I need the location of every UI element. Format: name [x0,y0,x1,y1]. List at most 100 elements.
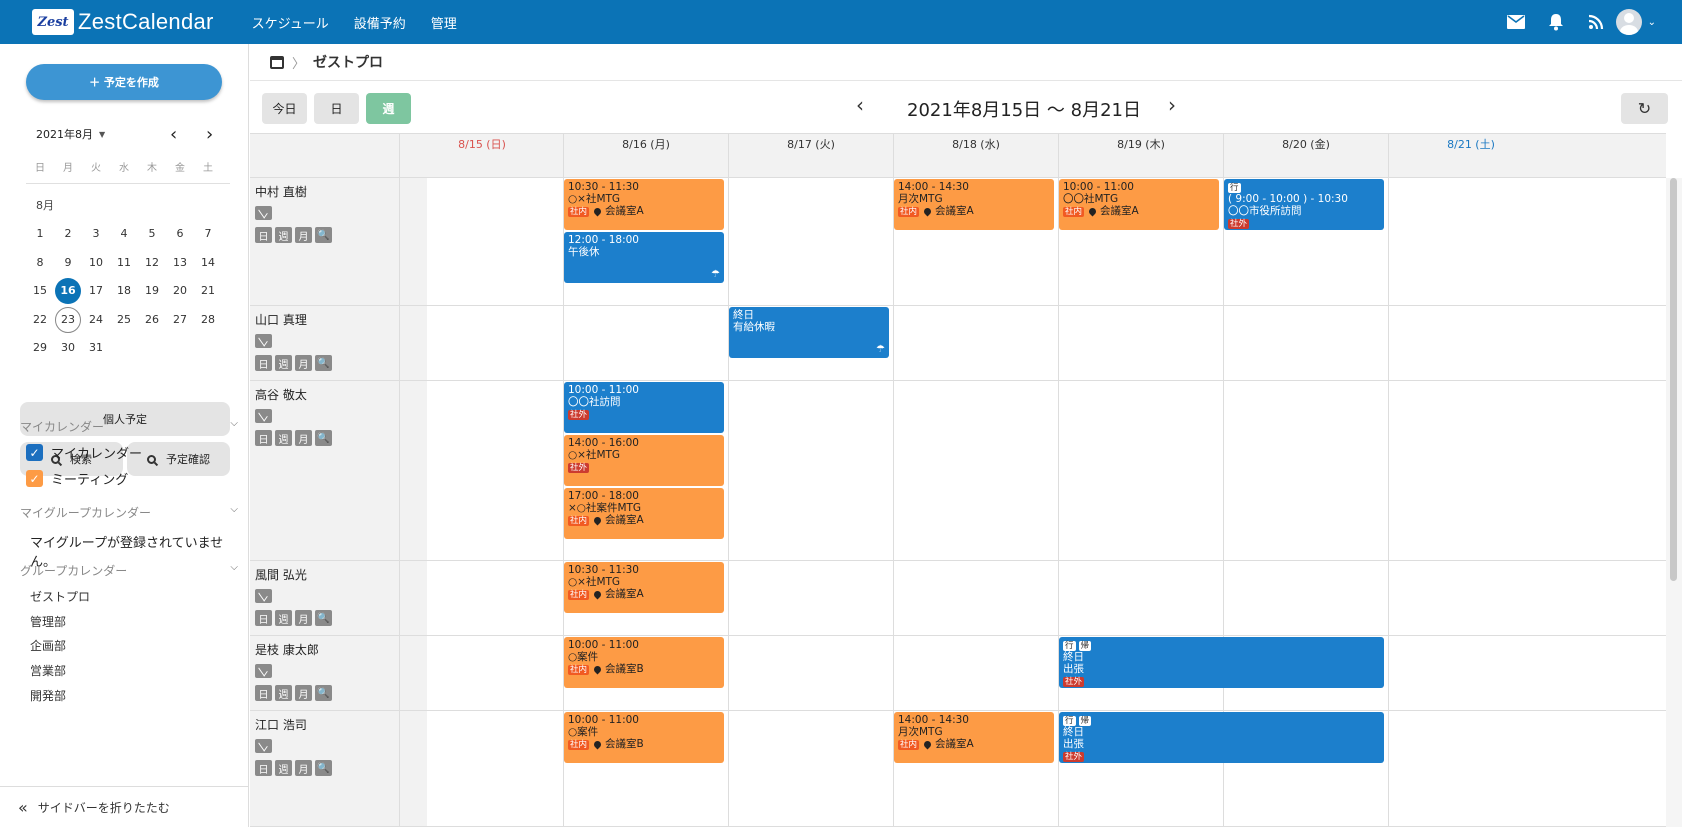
mini-calendar-day[interactable]: 29 [33,341,47,355]
group-item[interactable]: 開発部 [30,688,67,703]
day-header[interactable]: 8/16 (月) [563,134,728,178]
chevron-down-icon[interactable]: ⌵ [230,504,238,515]
event-card[interactable]: 17:00 - 18:00 ×○社案件MTG 社内 会議室A [564,488,724,539]
checkbox-checked-icon[interactable]: ✓ [26,444,43,461]
event-card[interactable]: 14:00 - 14:30 月次MTG 社内 会議室A [894,712,1054,763]
schedule-check-button[interactable]: 予定確認 [127,442,230,476]
event-card[interactable]: 終日 有給休暇 ☂ [729,307,889,358]
scrollbar-thumb[interactable] [1670,178,1677,581]
day-view-button[interactable]: 日 [314,93,359,124]
user-menu[interactable]: ⌄ [1615,9,1656,35]
mail-icon[interactable] [255,206,272,220]
member-week-view-button[interactable]: 週 [275,430,292,446]
my-group-section-header[interactable]: マイグループカレンダー ⌵ [20,504,238,521]
member-week-view-button[interactable]: 週 [275,760,292,776]
day-header[interactable]: 8/15 (日) [399,134,564,178]
app-logo[interactable]: Zest ZestCalendar [32,9,214,35]
week-view-button[interactable]: 週 [366,93,411,124]
event-card[interactable]: 10:00 - 11:00 ○案件 社内 会議室B [564,712,724,763]
next-week-button[interactable]: › [1168,93,1176,117]
mini-calendar-month-label[interactable]: 2021年8月 [36,128,93,141]
event-card[interactable]: 10:00 - 11:00 〇〇社MTG 社内 会議室A [1059,179,1219,230]
mini-calendar-day[interactable]: 7 [204,227,212,241]
event-card[interactable]: 行( 9:00 - 10:00 ) - 10:30 〇〇市役所訪問 社外 [1224,179,1384,230]
mini-calendar-day[interactable]: 1 [36,227,44,241]
chevron-left-icon[interactable]: ‹ [170,123,178,145]
mini-calendar-day[interactable]: 3 [92,227,100,241]
group-calendar-section-header[interactable]: グループカレンダー ⌵ [20,562,238,579]
mini-calendar-day[interactable]: 20 [173,284,187,298]
mail-icon[interactable] [255,409,272,423]
day-header[interactable]: 8/18 (水) [893,134,1058,178]
mini-calendar-day[interactable]: 28 [201,312,215,326]
member-month-view-button[interactable]: 月 [295,610,312,626]
member-search-button[interactable]: 🔍 [315,430,332,446]
member-name[interactable]: 山口 真理 [255,313,307,327]
day-header[interactable]: 8/19 (木) [1058,134,1223,178]
mini-calendar-day[interactable]: 19 [145,284,159,298]
my-calendar-section-header[interactable]: マイカレンダー ⌵ [20,418,238,435]
member-week-view-button[interactable]: 週 [275,610,292,626]
calendar-item-meeting[interactable]: ✓ ミーティング [26,469,128,488]
member-month-view-button[interactable]: 月 [295,430,312,446]
refresh-button[interactable]: ↻ [1621,93,1668,124]
mini-calendar-day[interactable]: 8 [36,255,44,269]
event-card[interactable]: 10:00 - 11:00 ○案件 社内 会議室B [564,637,724,688]
mail-icon[interactable] [255,589,272,603]
day-header[interactable]: 8/21 (土) [1388,134,1553,178]
member-month-view-button[interactable]: 月 [295,760,312,776]
mini-calendar-day[interactable]: 22 [33,312,47,326]
group-item[interactable]: ゼストプロ [30,590,91,604]
group-item[interactable]: 管理部 [30,614,67,629]
mini-calendar-day[interactable]: 26 [145,312,159,326]
member-day-view-button[interactable]: 日 [255,227,272,243]
mini-calendar-day[interactable]: 24 [89,312,103,326]
rss-icon[interactable] [1576,14,1616,30]
mini-calendar-day[interactable]: 13 [173,255,187,269]
mini-calendar-day[interactable]: 14 [201,255,215,269]
mini-calendar-day[interactable]: 27 [173,312,187,326]
mini-calendar-day[interactable]: 4 [120,227,128,241]
mini-calendar-day[interactable]: 10 [89,255,103,269]
member-day-view-button[interactable]: 日 [255,610,272,626]
member-search-button[interactable]: 🔍 [315,610,332,626]
event-card[interactable]: 10:30 - 11:30 ○×社MTG 社内 会議室A [564,179,724,230]
event-card[interactable]: 10:30 - 11:30 ○×社MTG 社内 会議室A [564,562,724,613]
caret-down-icon[interactable]: ▼ [99,129,106,139]
mini-calendar-day[interactable]: 18 [117,284,131,298]
mini-calendar-day[interactable]: 23 [55,306,81,333]
mini-calendar-day[interactable]: 25 [117,312,131,326]
nav-admin[interactable]: 管理 [430,16,457,32]
personal-schedule-button[interactable]: 個人予定 [20,402,230,436]
event-card[interactable]: 行帰終日 出張 社外 [1059,712,1384,763]
mini-calendar-day[interactable]: 21 [201,284,215,298]
mini-calendar-day[interactable]: 31 [89,341,103,355]
mini-calendar-day[interactable]: 30 [61,341,75,355]
member-search-button[interactable]: 🔍 [315,685,332,701]
member-name[interactable]: 高谷 敬太 [255,388,307,402]
checkbox-checked-icon[interactable]: ✓ [26,470,43,487]
mini-calendar-day[interactable]: 16 [55,278,81,305]
nav-facility-booking[interactable]: 設備予約 [353,16,406,32]
vertical-scrollbar[interactable] [1666,178,1682,827]
event-card[interactable]: 14:00 - 16:00 ○×社MTG 社外 [564,435,724,486]
member-name[interactable]: 江口 浩司 [255,718,307,732]
mini-calendar-day[interactable]: 17 [89,284,103,298]
prev-week-button[interactable]: ‹ [856,93,864,117]
group-item[interactable]: 営業部 [30,664,67,679]
member-name[interactable]: 風間 弘光 [255,568,307,582]
member-search-button[interactable]: 🔍 [315,355,332,371]
event-card[interactable]: 14:00 - 14:30 月次MTG 社内 会議室A [894,179,1054,230]
mini-calendar-day[interactable]: 15 [33,284,47,298]
member-month-view-button[interactable]: 月 [295,685,312,701]
member-week-view-button[interactable]: 週 [275,227,292,243]
calendar-icon[interactable] [270,55,284,69]
day-header[interactable]: 8/20 (金) [1223,134,1388,178]
chevron-down-icon[interactable]: ⌵ [230,418,238,429]
nav-schedule[interactable]: スケジュール [251,16,329,32]
today-button[interactable]: 今日 [262,93,307,124]
member-month-view-button[interactable]: 月 [295,355,312,371]
mini-calendar-day[interactable]: 11 [117,255,131,269]
user-avatar[interactable] [1615,9,1642,35]
event-card[interactable]: 行帰終日 出張 社外 [1059,637,1384,688]
